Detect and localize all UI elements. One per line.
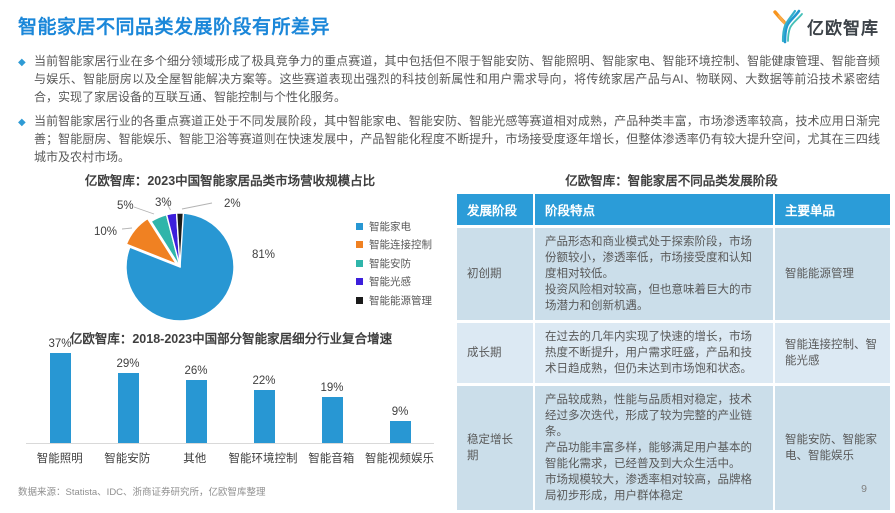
yiou-logo: 亿欧智库 [771, 8, 879, 44]
bar-chart-title: 亿欧智库：2018-2023中国部分智能家居细分行业复合增速 [69, 332, 393, 346]
pie-leader-line [133, 206, 155, 215]
bar-value-label: 29% [116, 357, 140, 370]
col-header-features: 阶段特点 [535, 194, 773, 225]
pie-data-label: 81% [252, 249, 276, 261]
bar-rect [253, 389, 275, 443]
bar-category-label: 智能视频娱乐 [365, 453, 434, 465]
pie-chart-title: 亿欧智库：2023中国智能家居品类市场营收规模占比 [84, 174, 376, 188]
pie-data-label: 10% [94, 226, 118, 238]
col-header-stage: 发展阶段 [457, 194, 533, 225]
pie-leader-line [181, 202, 213, 210]
products-cell: 智能安防、智能家电、智能娱乐 [775, 386, 890, 510]
bar-value-label: 9% [391, 406, 409, 419]
pie-slice-智能连接控制 [125, 217, 179, 266]
bar-value-label: 26% [184, 364, 208, 377]
features-cell: 产品较成熟，性能与品质相对稳定，技术经过多次迭代，形成了较为完整的产业链条。 产… [535, 386, 773, 510]
logo-text: 亿欧智库 [807, 18, 879, 38]
bullet-text: 当前智能家居行业的各重点赛道正处于不同发展阶段，其中智能家电、智能安防、智能光感… [34, 114, 880, 164]
table-title: 亿欧智库：智能家居不同品类发展阶段 [565, 174, 778, 188]
legend-label: 智能能源管理 [369, 294, 432, 307]
pie-chart: 81% 10% 5% 3% 2% 智能家电智能连接控制 智能安防智能光感智能能源管… [80, 195, 452, 327]
features-cell: 产品形态和商业模式处于探索阶段，市场份额较小，渗透率低，市场接受度和认知度相对较… [535, 228, 773, 320]
bar-category-axis: 智能照明 智能安防 其他 智能环境控制 智能音箱 智能视频娱乐 [26, 450, 434, 466]
stage-cell: 成长期 [457, 323, 533, 383]
bar-category-label: 智能环境控制 [228, 453, 298, 465]
yiou-logo-icon [773, 9, 803, 44]
table-row: 稳定增长期 产品较成熟，性能与品质相对稳定，技术经过多次迭代，形成了较为完整的产… [457, 386, 890, 510]
pie-data-label: 2% [224, 198, 241, 210]
bar-column-智能安防: 29% [94, 357, 162, 443]
page-title: 智能家居不同品类发展阶段有所差异 [18, 17, 331, 38]
legend-item-智能连接控制: 智能连接控制 [356, 236, 432, 255]
bullet-paragraph-2: ◆ 当前智能家居行业的各重点赛道正处于不同发展阶段，其中智能家电、智能安防、智能光… [18, 112, 880, 166]
legend-item-智能家电: 智能家电 [356, 217, 432, 236]
page-number: 9 [861, 483, 867, 495]
pie-data-label: 5% [117, 200, 134, 212]
table-row: 成长期 在过去的几年内实现了快速的增长，市场热度不断提升，用户需求旺盛，产品和技… [457, 323, 890, 383]
bullet-text: 当前智能家居行业在多个细分领域形成了极具竞争力的重点赛道，其中包括但不限于智能安… [34, 54, 880, 104]
diamond-bullet-icon: ◆ [18, 117, 26, 128]
bar-category-label: 智能安防 [104, 453, 151, 465]
diamond-bullet-icon: ◆ [18, 57, 26, 68]
legend-label: 智能连接控制 [369, 239, 432, 252]
bar-category-label: 智能音箱 [308, 453, 355, 465]
pie-legend: 智能家电智能连接控制 智能安防智能光感智能能源管理 [356, 217, 432, 310]
bar-column-智能照明: 37% [26, 338, 94, 443]
bar-column-智能视频娱乐: 9% [366, 406, 434, 443]
products-cell: 智能能源管理 [775, 228, 890, 320]
legend-label: 智能光感 [369, 276, 411, 289]
bar-value-label: 37% [48, 338, 72, 351]
bar-category-label: 其他 [183, 453, 207, 465]
legend-swatch-icon [356, 241, 363, 249]
pie-leader-line [165, 201, 171, 211]
stage-cell: 稳定增长期 [457, 386, 533, 510]
bar-column-智能环境控制: 22% [230, 374, 298, 443]
table-row: 初创期 产品形态和商业模式处于探索阶段，市场份额较小，渗透率低，市场接受度和认知… [457, 228, 890, 320]
legend-swatch-icon [356, 259, 363, 267]
pie-slice-智能能源管理 [175, 212, 185, 268]
legend-item-智能光感: 智能光感 [356, 273, 432, 292]
legend-label: 智能安防 [369, 257, 411, 270]
bar-rect [185, 379, 207, 443]
legend-swatch-icon [356, 222, 363, 230]
pie-plot [121, 201, 235, 322]
pie-leader-line [121, 227, 133, 230]
products-cell: 智能连接控制、智能光感 [775, 323, 890, 383]
legend-item-智能能源管理: 智能能源管理 [356, 291, 432, 310]
bar-value-label: 22% [252, 374, 276, 387]
data-source-note: 数据来源：Statista、IDC、浙商证券研究所，亿欧智库整理 [18, 487, 266, 498]
pie-data-label: 3% [155, 197, 172, 209]
development-stage-table: 发展阶段 阶段特点 主要单品 初创期 产品形态和商业模式处于探索阶段，市场份额较… [455, 191, 892, 513]
legend-swatch-icon [356, 278, 363, 286]
bar-chart: 37% 29% 26% 22% 19% 9% [26, 338, 434, 444]
summary-bullets: ◆ 当前智能家居行业在多个细分领域形成了极具竞争力的重点赛道，其中包括但不限于智能… [18, 52, 880, 172]
bar-rect [49, 353, 71, 443]
bar-rect [389, 421, 411, 443]
legend-swatch-icon [356, 296, 363, 304]
features-cell: 在过去的几年内实现了快速的增长，市场热度不断提升，用户需求旺盛，产品和技术日趋成… [535, 323, 773, 383]
bar-category-label: 智能照明 [36, 453, 83, 465]
stage-cell: 初创期 [457, 228, 533, 320]
col-header-products: 主要单品 [775, 194, 890, 225]
table-header-row: 发展阶段 阶段特点 主要单品 [457, 194, 890, 225]
bar-value-label: 19% [320, 381, 344, 394]
bar-rect [117, 372, 139, 443]
bar-column-其他: 26% [162, 365, 230, 443]
bar-column-智能音箱: 19% [298, 382, 366, 443]
legend-label: 智能家电 [369, 220, 411, 233]
bar-rect [321, 396, 343, 443]
legend-item-智能安防: 智能安防 [356, 254, 432, 273]
bullet-paragraph-1: ◆ 当前智能家居行业在多个细分领域形成了极具竞争力的重点赛道，其中包括但不限于智能… [18, 52, 880, 106]
